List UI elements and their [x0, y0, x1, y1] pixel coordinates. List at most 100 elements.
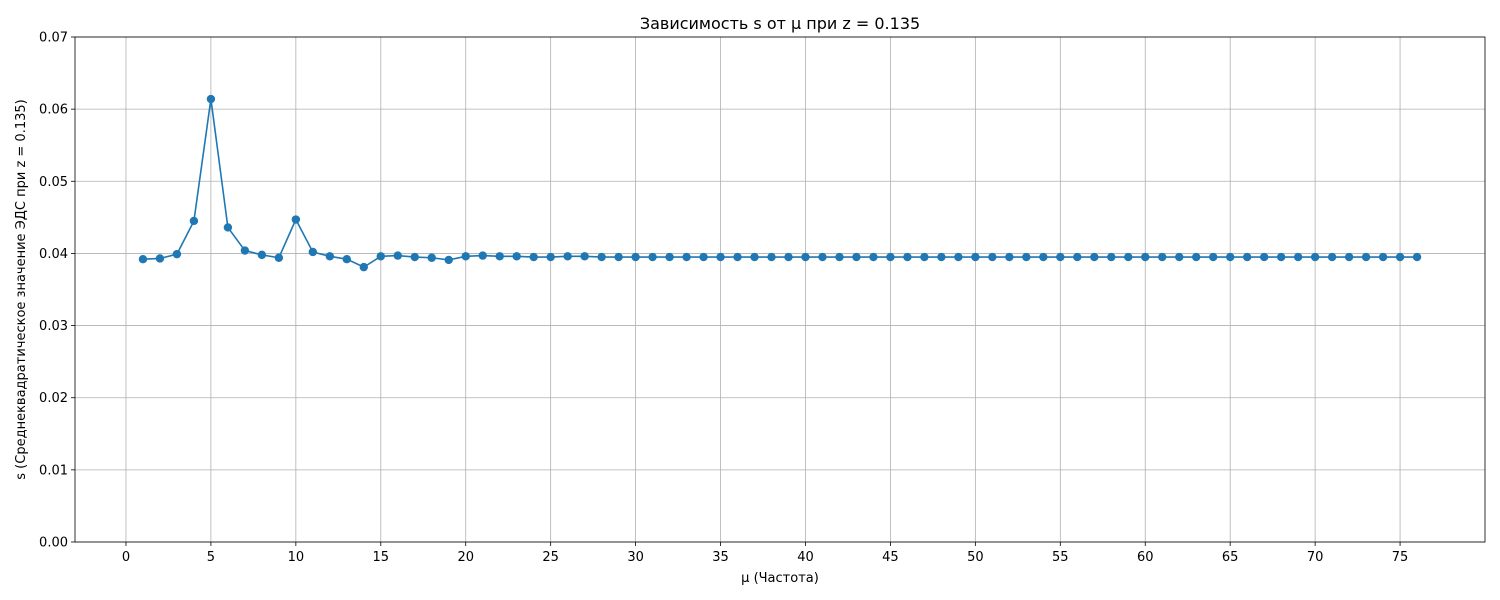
data-point: [512, 252, 521, 261]
data-point: [495, 252, 504, 261]
data-point: [580, 252, 589, 261]
data-point: [886, 252, 895, 262]
data-point: [954, 252, 963, 262]
data-point: [359, 262, 368, 272]
data-point: [1361, 252, 1371, 262]
data-point: [1242, 252, 1252, 262]
x-tick-label: 5: [207, 550, 215, 565]
y-tick-label: 0.04: [39, 247, 68, 262]
data-point: [1259, 252, 1269, 262]
data-point: [1293, 252, 1303, 262]
data-point: [376, 252, 385, 261]
data-point: [716, 252, 725, 262]
data-point: [1192, 252, 1201, 262]
data-point: [427, 253, 436, 262]
data-point: [1073, 252, 1082, 262]
data-point: [801, 252, 810, 262]
data-point: [529, 252, 538, 262]
data-point: [444, 255, 453, 265]
x-tick-label: 0: [122, 550, 130, 565]
y-tick-label: 0.02: [39, 391, 68, 406]
data-point: [767, 252, 776, 262]
data-point: [1090, 252, 1099, 262]
data-point: [240, 246, 250, 255]
x-tick-label: 25: [542, 550, 559, 565]
data-point: [461, 252, 470, 261]
data-point: [1141, 252, 1150, 262]
x-tick-label: 65: [1222, 550, 1239, 565]
data-point: [189, 216, 199, 226]
x-tick-label: 15: [373, 550, 390, 565]
x-tick-label: 55: [1052, 550, 1069, 565]
y-tick-label: 0.07: [39, 31, 68, 46]
x-tick-label: 35: [712, 550, 729, 565]
data-point: [903, 252, 912, 262]
data-point: [988, 252, 997, 262]
data-point: [410, 252, 419, 262]
data-point: [325, 252, 335, 261]
data-point: [869, 252, 878, 262]
data-point: [274, 253, 284, 262]
data-point: [155, 254, 165, 263]
data-point: [920, 252, 929, 262]
y-axis-title: s (Среднеквадратическое значение ЭДС при…: [14, 99, 29, 479]
data-point: [1124, 252, 1133, 262]
data-point: [1208, 252, 1218, 262]
data-point: [1225, 252, 1235, 262]
data-point: [1344, 252, 1354, 262]
data-point: [971, 252, 980, 262]
x-tick-label: 70: [1307, 550, 1324, 565]
data-point: [257, 250, 267, 260]
x-tick-label: 60: [1137, 550, 1154, 565]
x-tick-label: 75: [1392, 550, 1409, 565]
y-tick-label: 0.05: [39, 175, 68, 190]
data-point: [937, 252, 946, 262]
x-tick-label: 50: [967, 550, 984, 565]
data-point: [631, 252, 640, 262]
x-tick-label: 10: [288, 550, 305, 565]
data-point: [223, 223, 233, 232]
y-tick-label: 0.01: [39, 463, 68, 478]
data-point: [342, 255, 352, 264]
data-point: [393, 251, 402, 260]
data-point: [1158, 252, 1167, 262]
data-point: [699, 252, 708, 262]
data-point: [563, 252, 572, 261]
data-point: [1056, 252, 1065, 262]
data-point: [1395, 252, 1405, 262]
data-point: [750, 252, 759, 262]
x-tick-label: 30: [627, 550, 644, 565]
data-series: [138, 94, 1422, 272]
data-point: [1005, 252, 1014, 262]
series-line: [142, 98, 1418, 269]
y-tick-label: 0.06: [39, 103, 68, 118]
data-point: [665, 252, 674, 262]
axis-ticks: 0 5 10 15 20 25 30 35 40 45 50 55 60 65 70 75 0.00 0.01 0.…: [39, 31, 1408, 566]
data-point: [138, 255, 148, 264]
data-point: [682, 252, 691, 262]
data-point: [1327, 252, 1337, 262]
data-point: [1412, 252, 1422, 262]
y-tick-label: 0.00: [39, 536, 68, 551]
data-point: [206, 94, 216, 104]
chart-title: Зависимость s от μ при z = 0.135: [640, 14, 920, 33]
x-tick-label: 20: [457, 550, 474, 565]
data-point: [1107, 252, 1116, 262]
data-point: [1039, 252, 1048, 262]
data-point: [597, 252, 606, 262]
data-point: [1276, 252, 1286, 262]
data-point: [478, 251, 487, 260]
data-point: [1175, 252, 1184, 262]
data-point: [835, 252, 844, 262]
data-point: [733, 252, 742, 262]
x-axis-title: μ (Частота): [741, 571, 819, 586]
data-point: [308, 247, 318, 257]
x-tick-label: 40: [797, 550, 814, 565]
data-point: [1310, 252, 1320, 262]
x-tick-label: 45: [882, 550, 899, 565]
data-point: [172, 249, 182, 259]
data-point: [1022, 252, 1031, 262]
data-point: [648, 252, 657, 262]
